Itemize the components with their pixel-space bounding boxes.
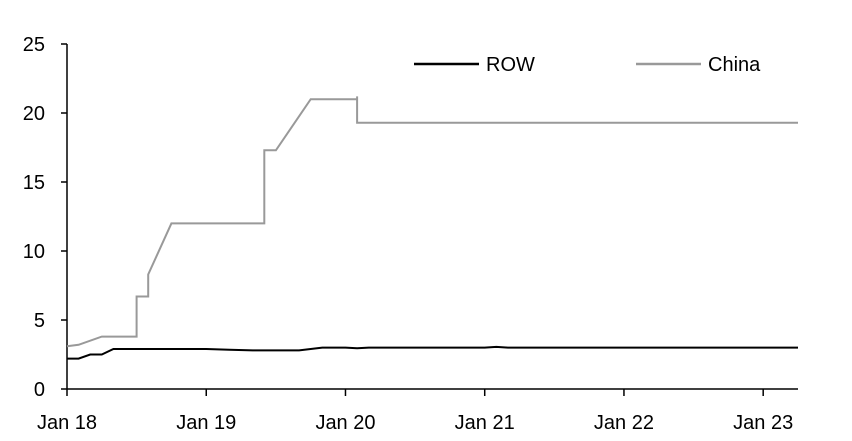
legend-label-china: China (708, 54, 761, 76)
y-tick-label: 20 (23, 103, 45, 125)
y-tick-label: 5 (34, 310, 45, 332)
y-tick-label: 10 (23, 241, 45, 263)
y-tick-label: 25 (23, 34, 45, 56)
y-tick-label: 15 (23, 172, 45, 194)
x-axis: Jan 18 Jan 19 Jan 20 Jan 21 Jan 22 Jan 23 (37, 388, 798, 434)
x-tick-label: Jan 19 (176, 412, 236, 434)
legend: ROW China (414, 54, 761, 76)
x-tick-label: Jan 23 (733, 412, 793, 434)
x-tick-label: Jan 22 (594, 412, 654, 434)
series-line-china (66, 96, 798, 348)
legend-label-row: ROW (486, 54, 535, 76)
y-tick-label: 0 (34, 379, 45, 401)
x-tick-label: Jan 21 (455, 412, 515, 434)
x-tick-label: Jan 18 (37, 412, 97, 434)
series-lines (66, 96, 798, 360)
x-tick-label: Jan 20 (315, 412, 375, 434)
y-axis: 0 5 10 15 20 25 (23, 34, 68, 401)
series-line-row (67, 345, 798, 360)
